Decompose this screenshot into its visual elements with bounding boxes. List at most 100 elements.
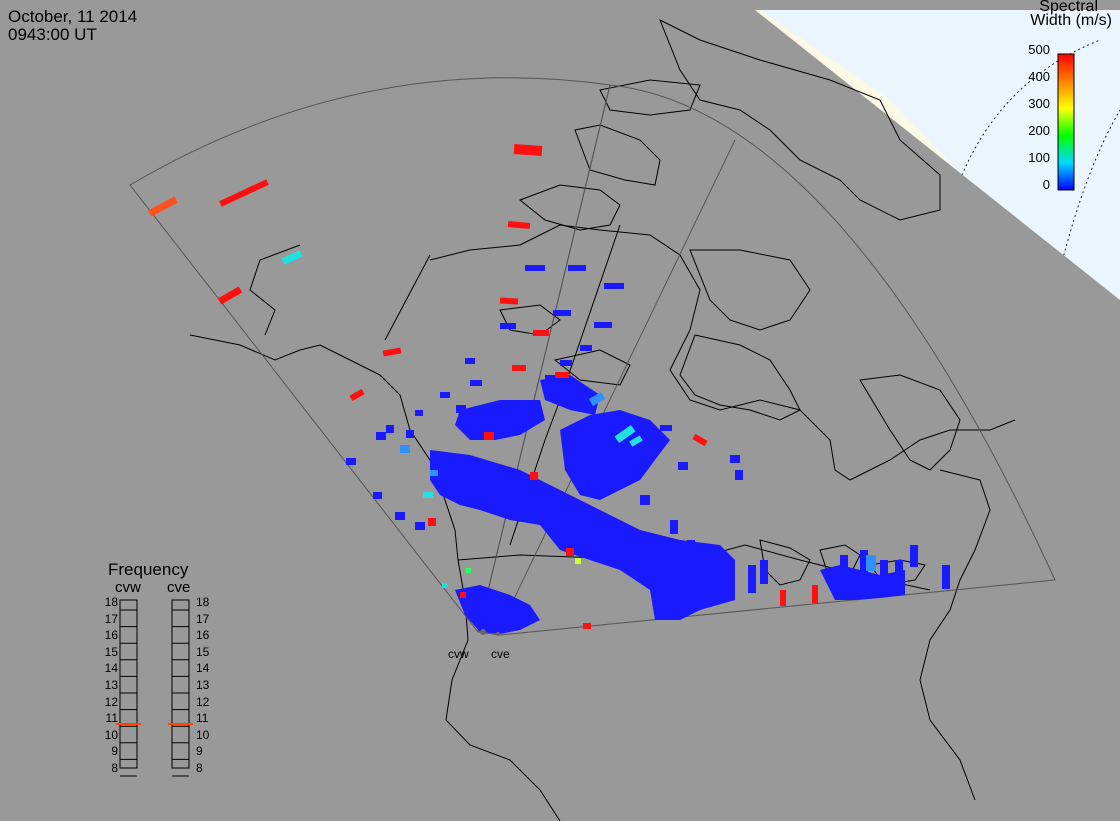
scatter-cell [455, 400, 545, 440]
scatter-cell [718, 570, 726, 600]
polar-cap-region [760, 10, 1120, 340]
scatter-cell [512, 365, 526, 371]
scatter-cell [428, 518, 436, 526]
scatter-cell [513, 144, 543, 156]
scatter-cell [148, 196, 178, 217]
colorbar-tick-500: 500 [1028, 42, 1050, 57]
scatter-cell [415, 522, 425, 530]
frequency-label-right: 14 [196, 661, 210, 676]
scatter-cell [507, 221, 531, 229]
frequency-label-left: 14 [104, 661, 118, 676]
colorbar-tick-200: 200 [1028, 123, 1050, 138]
scatter-cell [580, 345, 592, 351]
scatter-cell [692, 433, 708, 447]
scatter-cell [560, 360, 572, 366]
scatter-cell [910, 545, 918, 567]
frequency-panel [116, 599, 193, 777]
scatter-cell [560, 410, 670, 500]
frequency-radar-cve: cve [167, 579, 191, 596]
scatter-cell [588, 392, 606, 406]
scatter-cell [349, 388, 365, 402]
frequency-label-left: 11 [105, 711, 118, 726]
scatter-cell [895, 560, 903, 590]
frequency-label-right: 12 [196, 694, 210, 709]
scatter-cell [373, 492, 382, 499]
scatter-cell [415, 410, 423, 416]
scatter-cell [604, 283, 624, 289]
latitude-circle-dotted [959, 39, 1101, 181]
scatter-cell [545, 375, 557, 381]
frequency-label-left: 15 [104, 644, 118, 659]
plot-date: October, 11 2014 [8, 7, 138, 26]
scatter-cell [465, 358, 475, 364]
scatter-cell [484, 432, 494, 440]
frequency-label-right: 13 [196, 678, 210, 692]
scatter-cell [880, 560, 888, 590]
frequency-label-right: 11 [196, 711, 209, 726]
scatter-cell [533, 330, 549, 336]
scatter-cell [553, 310, 571, 316]
scatter-cell [730, 455, 740, 463]
scatter-cell [583, 623, 591, 629]
scatter-cell [748, 565, 756, 593]
colorbar-tick-0: 0 [1042, 177, 1050, 192]
frequency-bar-cve [171, 599, 190, 769]
colorbar [1057, 53, 1075, 191]
scatter-cell [530, 472, 538, 480]
scatter-cell [540, 375, 600, 415]
scatter-cell [430, 470, 438, 476]
frequency-label-left: 16 [104, 628, 118, 643]
frequency-label-right: 9 [196, 744, 203, 759]
scatter-cell [219, 179, 269, 207]
scatter-cell [382, 347, 402, 357]
frequency-label-right: 15 [196, 644, 210, 659]
frequency-label-right: 16 [196, 628, 210, 643]
scatter-cell [670, 520, 678, 534]
frequency-bar-cvw [119, 599, 138, 769]
scatter-cell [346, 458, 356, 465]
scatter-cell [687, 540, 695, 560]
scatter-cell [395, 512, 405, 520]
colorbar-tick-100: 100 [1028, 150, 1050, 165]
scatter-cell [702, 560, 710, 600]
colorbar-title: Spectral [1039, 0, 1098, 15]
frequency-label-left: 8 [111, 761, 118, 775]
scatter-cell [660, 425, 672, 431]
frequency-label-left: 12 [104, 694, 118, 709]
scatter-cell [866, 555, 876, 571]
scatter-cell [400, 445, 410, 453]
scatter-cell [440, 392, 450, 398]
frequency-label-right: 17 [196, 611, 210, 626]
plot-time: 0943:00 UT [8, 25, 97, 44]
scatter-cell [466, 568, 471, 573]
frequency-label-left: 13 [104, 678, 118, 692]
frequency-radar-cvw: cvw [115, 579, 141, 596]
scatter-cell [423, 492, 433, 498]
scatter-cell [217, 286, 243, 305]
scatter-cell [942, 565, 950, 589]
night-shadow [0, 10, 1120, 821]
scatter-cell [281, 250, 303, 265]
frequency-title: Frequency [108, 560, 189, 579]
scatter-cell [566, 548, 574, 556]
scatter-cell [780, 590, 786, 606]
scatter-cell [614, 424, 636, 444]
scatter-cell [499, 297, 519, 305]
frequency-label-left: 9 [111, 744, 118, 759]
scatter-cell [812, 585, 818, 603]
scatter-cell [735, 470, 743, 480]
colorbar-tick-300: 300 [1028, 96, 1050, 111]
scatter-cell [640, 495, 650, 505]
scatter-cell [430, 450, 735, 620]
scatter-cell [568, 265, 586, 271]
scatter-cell [406, 430, 414, 438]
scatter-cell [386, 425, 394, 433]
frequency-label-right: 18 [196, 595, 210, 609]
scatter-cell [555, 372, 569, 378]
scatter-cell [455, 585, 540, 634]
scatter-cell [460, 592, 466, 598]
scatter-cell [629, 435, 643, 447]
scatter-cell [860, 550, 868, 572]
scatter-cell [500, 323, 516, 329]
